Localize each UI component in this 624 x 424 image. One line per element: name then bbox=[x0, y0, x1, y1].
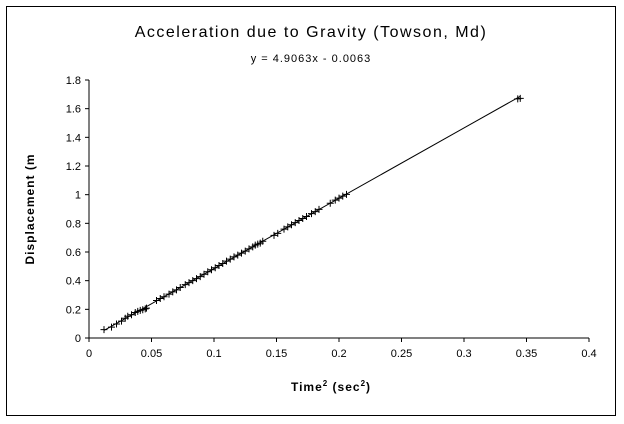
data-point bbox=[169, 288, 177, 296]
data-point bbox=[270, 231, 278, 239]
y-tick-label: 0.8 bbox=[66, 218, 81, 230]
data-point bbox=[311, 208, 319, 216]
data-point bbox=[331, 196, 339, 204]
data-point bbox=[219, 259, 227, 267]
data-point bbox=[339, 192, 347, 200]
y-tick-label: 0 bbox=[75, 333, 81, 345]
y-axis-ticks: 0 0.2 0.4 0.6 0.8 1 1.2 1.4 1.6 1.8 bbox=[66, 75, 89, 345]
data-point bbox=[211, 264, 219, 272]
x-tick-label: 0.05 bbox=[141, 348, 162, 360]
data-point bbox=[295, 216, 303, 224]
data-point bbox=[108, 323, 115, 331]
x-tick-label: 0.1 bbox=[206, 348, 221, 360]
data-point bbox=[141, 305, 149, 313]
data-point bbox=[280, 225, 288, 233]
data-point bbox=[200, 270, 208, 278]
data-point bbox=[118, 317, 125, 325]
data-point bbox=[299, 214, 307, 222]
y-tick-label: 1 bbox=[75, 190, 81, 202]
data-point bbox=[230, 253, 238, 261]
chart-title: Acceleration due to Gravity (Towson, Md) bbox=[135, 24, 488, 41]
chart-frame: Acceleration due to Gravity (Towson, Md)… bbox=[6, 6, 616, 416]
y-tick-label: 0.4 bbox=[66, 276, 81, 288]
data-point bbox=[153, 296, 160, 304]
data-point bbox=[291, 219, 299, 227]
data-points bbox=[100, 94, 524, 334]
data-point bbox=[516, 94, 524, 102]
data-point bbox=[284, 223, 292, 231]
x-tick-label: 0.3 bbox=[456, 348, 471, 360]
data-point bbox=[196, 273, 204, 281]
data-point bbox=[208, 266, 215, 274]
data-point bbox=[165, 290, 173, 298]
x-axis-label-main-exponent: 2 bbox=[323, 379, 328, 388]
data-point bbox=[308, 210, 315, 218]
data-point bbox=[160, 293, 168, 301]
data-point bbox=[303, 212, 310, 220]
data-point bbox=[315, 205, 323, 213]
x-tick-label: 0.4 bbox=[581, 348, 596, 360]
data-point bbox=[100, 326, 108, 334]
data-point bbox=[238, 249, 245, 257]
x-tick-label: 0.35 bbox=[516, 348, 537, 360]
data-point bbox=[288, 221, 295, 229]
x-tick-label: 0.2 bbox=[331, 348, 346, 360]
data-point bbox=[245, 245, 253, 253]
data-point bbox=[241, 247, 249, 255]
data-point bbox=[326, 199, 334, 207]
data-point bbox=[176, 284, 184, 292]
y-tick-label: 1.4 bbox=[66, 132, 81, 144]
data-point bbox=[259, 237, 267, 245]
data-point bbox=[181, 281, 189, 289]
x-axis-label: Time2 (sec2) bbox=[291, 379, 371, 394]
data-point bbox=[215, 261, 223, 269]
data-point bbox=[124, 312, 132, 320]
data-point bbox=[173, 286, 180, 294]
data-point bbox=[156, 294, 164, 302]
x-axis-label-unit-close: ) bbox=[366, 380, 371, 394]
y-tick-label: 1.6 bbox=[66, 104, 81, 116]
x-axis-ticks: 0 0.05 0.1 0.15 0.2 0.25 0.3 0.35 0.4 bbox=[86, 338, 597, 360]
x-axis-label-unit-exponent: 2 bbox=[361, 379, 366, 388]
data-point bbox=[226, 255, 234, 263]
data-point bbox=[128, 311, 135, 319]
data-point bbox=[113, 320, 120, 328]
x-tick-label: 0.15 bbox=[266, 348, 287, 360]
data-point bbox=[193, 275, 200, 283]
scatter-chart: Acceleration due to Gravity (Towson, Md)… bbox=[23, 24, 597, 394]
data-point bbox=[335, 194, 343, 202]
data-point bbox=[343, 190, 350, 198]
x-tick-label: 0 bbox=[86, 348, 92, 360]
x-tick-label: 0.25 bbox=[391, 348, 412, 360]
data-point bbox=[204, 268, 212, 276]
data-point bbox=[185, 279, 193, 287]
trendline-equation: y = 4.9063x - 0.0063 bbox=[251, 53, 372, 65]
y-tick-label: 1.2 bbox=[66, 161, 81, 173]
data-point bbox=[274, 229, 282, 237]
x-axis-label-unit: (sec bbox=[328, 380, 360, 394]
data-point bbox=[189, 277, 197, 285]
data-point bbox=[234, 251, 242, 259]
x-axis-label-main: Time bbox=[291, 380, 323, 394]
y-tick-label: 1.8 bbox=[66, 75, 81, 87]
y-axis-label: Displacement (m bbox=[23, 153, 37, 264]
data-point bbox=[223, 257, 230, 265]
y-tick-label: 0.6 bbox=[66, 247, 81, 259]
data-point bbox=[143, 304, 150, 312]
plot-area: 00.20.40.60.811.21.41.61.8 0 0.05 0.1 0.15 0… bbox=[66, 75, 597, 360]
y-tick-label: 0.2 bbox=[66, 304, 81, 316]
